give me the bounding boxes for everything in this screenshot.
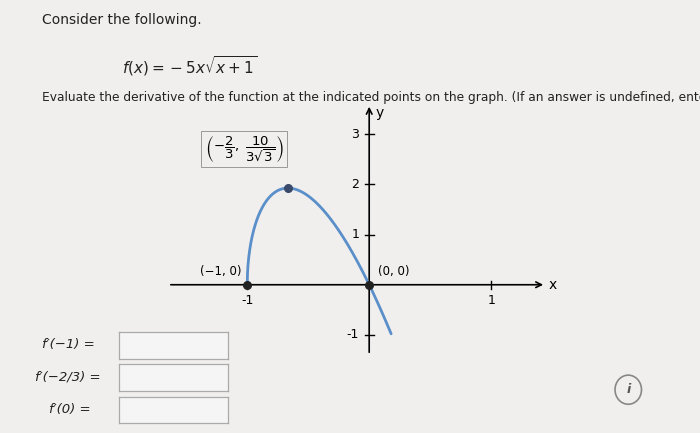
- Text: Consider the following.: Consider the following.: [42, 13, 202, 27]
- Text: -1: -1: [346, 329, 359, 342]
- Text: i: i: [626, 383, 631, 396]
- Text: 1: 1: [351, 228, 359, 241]
- Text: Evaluate the derivative of the function at the indicated points on the graph. (I: Evaluate the derivative of the function …: [42, 91, 700, 104]
- Text: 3: 3: [351, 128, 359, 141]
- Text: 2: 2: [351, 178, 359, 191]
- Text: 1: 1: [487, 294, 495, 307]
- Text: -1: -1: [241, 294, 253, 307]
- Text: x: x: [548, 278, 556, 292]
- Text: (−1, 0): (−1, 0): [199, 265, 241, 278]
- Text: f′(−1) =: f′(−1) =: [42, 338, 94, 351]
- Text: f′(0) =: f′(0) =: [49, 403, 90, 416]
- Text: f′(−2/3) =: f′(−2/3) =: [35, 370, 101, 383]
- Text: y: y: [375, 107, 384, 120]
- Text: (0, 0): (0, 0): [378, 265, 409, 278]
- Text: $\mathit{f}(x) = -5x\sqrt{x+1}$: $\mathit{f}(x) = -5x\sqrt{x+1}$: [122, 54, 258, 78]
- Text: $\left(-\dfrac{2}{3},\ \dfrac{10}{3\sqrt{3}}\right)$: $\left(-\dfrac{2}{3},\ \dfrac{10}{3\sqrt…: [204, 134, 284, 164]
